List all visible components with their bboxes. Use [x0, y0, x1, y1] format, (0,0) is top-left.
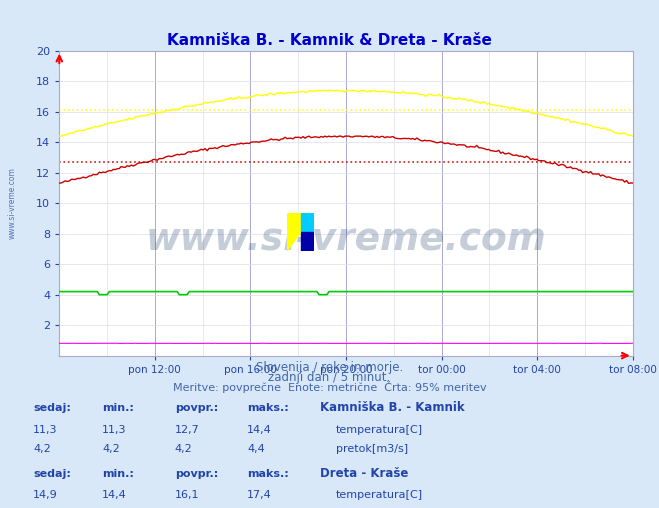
Text: pretok[m3/s]: pretok[m3/s]	[336, 444, 408, 454]
Polygon shape	[287, 232, 301, 251]
Text: min.:: min.:	[102, 403, 134, 414]
Text: 11,3: 11,3	[102, 425, 127, 435]
Text: Meritve: povprečne  Enote: metrične  Črta: 95% meritev: Meritve: povprečne Enote: metrične Črta:…	[173, 381, 486, 393]
Text: min.:: min.:	[102, 468, 134, 479]
Text: 4,4: 4,4	[247, 444, 265, 454]
Text: temperatura[C]: temperatura[C]	[336, 490, 423, 500]
Text: Kamniška B. - Kamnik & Dreta - Kraše: Kamniška B. - Kamnik & Dreta - Kraše	[167, 33, 492, 48]
Text: 14,4: 14,4	[102, 490, 127, 500]
Text: 14,4: 14,4	[247, 425, 272, 435]
Polygon shape	[301, 232, 314, 251]
Text: povpr.:: povpr.:	[175, 468, 218, 479]
Text: zadnji dan / 5 minut.: zadnji dan / 5 minut.	[268, 371, 391, 384]
Text: Kamniška B. - Kamnik: Kamniška B. - Kamnik	[320, 401, 464, 415]
Text: povpr.:: povpr.:	[175, 403, 218, 414]
Text: temperatura[C]: temperatura[C]	[336, 425, 423, 435]
Text: sedaj:: sedaj:	[33, 403, 71, 414]
Text: www.si-vreme.com: www.si-vreme.com	[146, 222, 546, 258]
Polygon shape	[301, 213, 314, 232]
Text: 16,1: 16,1	[175, 490, 199, 500]
Text: 11,3: 11,3	[33, 425, 57, 435]
Text: Dreta - Kraše: Dreta - Kraše	[320, 466, 408, 480]
Text: 4,2: 4,2	[175, 444, 192, 454]
Polygon shape	[287, 213, 301, 232]
Text: 4,2: 4,2	[33, 444, 51, 454]
Text: 14,9: 14,9	[33, 490, 58, 500]
Text: sedaj:: sedaj:	[33, 468, 71, 479]
Text: 4,2: 4,2	[102, 444, 120, 454]
Text: 17,4: 17,4	[247, 490, 272, 500]
Text: www.si-vreme.com: www.si-vreme.com	[8, 167, 17, 239]
Text: Slovenija / reke in morje.: Slovenija / reke in morje.	[256, 361, 403, 374]
Text: maks.:: maks.:	[247, 468, 289, 479]
Text: maks.:: maks.:	[247, 403, 289, 414]
Text: 12,7: 12,7	[175, 425, 200, 435]
